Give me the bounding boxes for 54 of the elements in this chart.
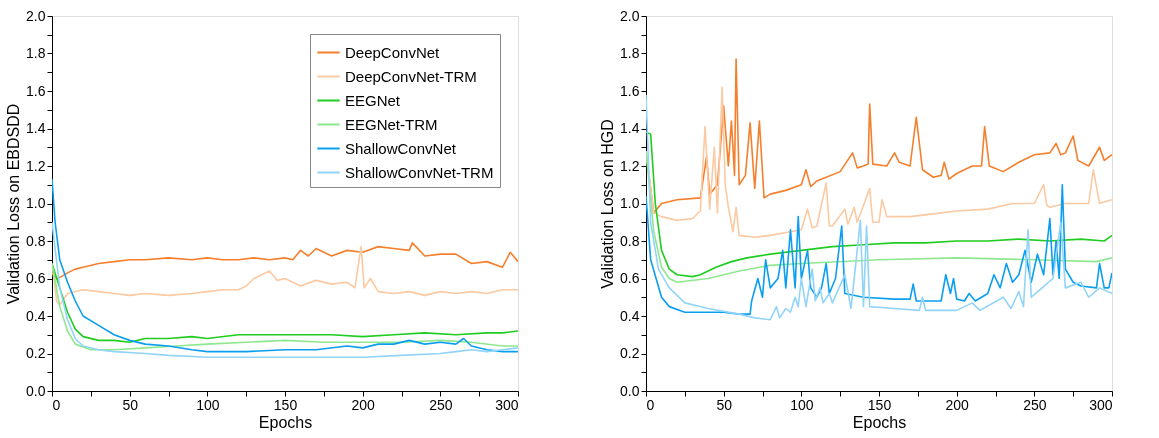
- legend-label: DeepConvNet-TRM: [345, 67, 477, 85]
- y-tick-label: 1.2: [620, 157, 640, 174]
- y-tick-label: 1.0: [620, 195, 640, 211]
- y-tick-label: 1.4: [620, 120, 640, 136]
- y-tick-label: 0.0: [620, 382, 640, 399]
- y-tick-label: 1.4: [26, 120, 46, 136]
- y-tick-label: 0.4: [620, 307, 640, 324]
- y-tick-label: 2.0: [620, 7, 640, 24]
- line-series: [646, 150, 1112, 284]
- x-tick-label: 0: [52, 396, 61, 413]
- y-tick-label: 0.0: [26, 382, 46, 399]
- x-tick-label: 250: [1023, 396, 1047, 413]
- x-tick-label: 50: [716, 396, 733, 413]
- x-tick-label: 100: [196, 396, 220, 413]
- y-tick-label: 1.6: [26, 82, 46, 99]
- y-tick-label: 1.8: [26, 45, 46, 61]
- y-tick-label: 1.0: [26, 195, 46, 211]
- legend-label: EEGNet: [345, 91, 401, 109]
- legend-label: ShallowConvNet-TRM: [345, 163, 494, 181]
- x-tick-label: 250: [429, 396, 453, 413]
- line-series: [646, 183, 1112, 315]
- x-tick-label: 150: [867, 396, 892, 413]
- y-tick-label: 0.8: [620, 232, 640, 249]
- y-tick-label: 0.6: [26, 270, 46, 286]
- y-axis-title: Validation Loss on HGD: [599, 119, 617, 289]
- y-tick-label: 0.2: [620, 345, 640, 361]
- y-tick-label: 1.8: [620, 45, 640, 61]
- x-tick-label: 300: [1089, 396, 1113, 413]
- y-tick-label: 1.2: [26, 157, 46, 174]
- y-tick-label: 2.0: [26, 7, 46, 24]
- y-axis-title: Validation Loss on EBDSDD: [5, 103, 23, 305]
- line-series: [52, 245, 518, 306]
- line-series: [52, 242, 518, 280]
- x-axis-title: Epochs: [852, 413, 907, 431]
- line-series: [646, 93, 1112, 321]
- x-tick-label: 50: [122, 396, 139, 413]
- x-tick-label: 300: [495, 396, 519, 413]
- y-tick-label: 0.2: [26, 345, 46, 361]
- legend-label: EEGNet-TRM: [345, 115, 438, 133]
- y-tick-label: 0.8: [26, 232, 46, 249]
- y-tick-label: 1.6: [620, 82, 640, 99]
- x-tick-label: 0: [646, 396, 655, 413]
- x-tick-label: 150: [273, 396, 298, 413]
- line-series: [646, 131, 1112, 278]
- legend-label: DeepConvNet: [345, 43, 441, 61]
- y-tick-label: 0.4: [26, 307, 46, 324]
- line-series: [52, 221, 518, 359]
- y-tick-label: 0.6: [620, 270, 640, 286]
- x-tick-label: 100: [790, 396, 814, 413]
- legend-label: ShallowConvNet: [345, 139, 457, 157]
- x-tick-label: 200: [945, 396, 970, 413]
- x-axis-title: Epochs: [258, 413, 313, 431]
- line-series: [52, 178, 518, 353]
- x-tick-label: 200: [351, 396, 376, 413]
